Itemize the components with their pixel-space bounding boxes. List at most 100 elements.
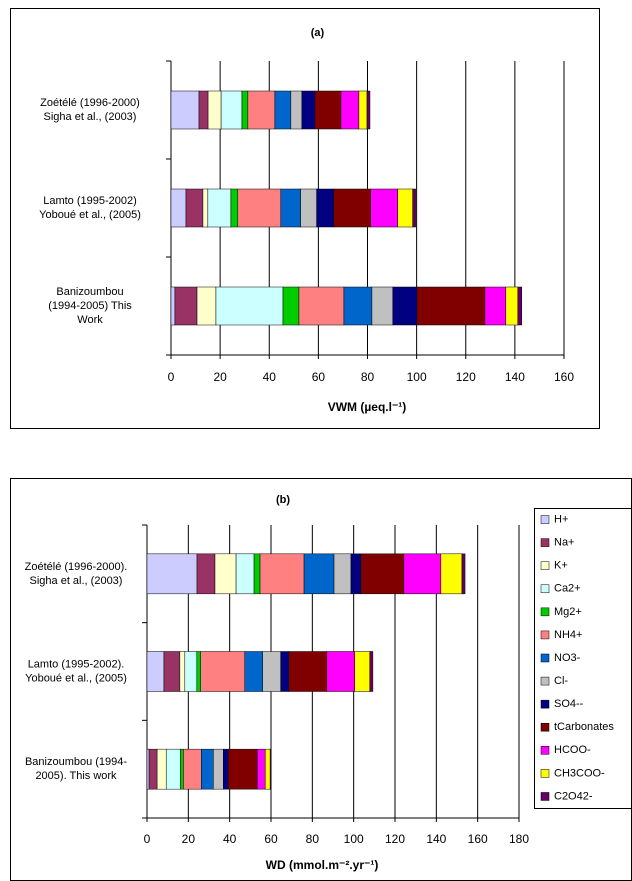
bar-segment — [184, 651, 198, 692]
x-tick-label: 60 — [312, 370, 326, 384]
bar-segment — [461, 553, 466, 595]
legend-label: Cl- — [554, 675, 568, 687]
bar-segment — [403, 553, 442, 595]
bar-segment — [303, 553, 335, 595]
bar-segment — [354, 651, 371, 692]
legend-swatch — [540, 515, 550, 524]
bar-segment — [264, 748, 271, 790]
bar-segment — [269, 748, 272, 790]
bar-segment — [202, 188, 209, 228]
x-tick-label: 180 — [509, 832, 529, 846]
bar-segment — [223, 748, 229, 790]
x-axis-label: VWM (µeq.l⁻¹) — [328, 400, 407, 414]
category-label: Banizoumbou (1994-2005). This work — [25, 756, 127, 782]
bar-segment — [314, 90, 342, 130]
legend-swatch — [540, 792, 550, 801]
x-tick-label: 120 — [456, 370, 476, 384]
legend-label: Mg2+ — [554, 606, 582, 618]
bar-segment — [200, 651, 246, 692]
bar-segment — [350, 553, 362, 595]
bar-segment — [244, 651, 263, 692]
category-label: Zoétélé (1996-2000). Sigha et al., (2003) — [25, 561, 128, 587]
legend-label: NH4+ — [554, 629, 582, 641]
bar-segment — [165, 748, 181, 790]
bar-segment — [326, 651, 355, 692]
bar-segment — [280, 651, 290, 692]
bar-segment — [201, 748, 214, 790]
x-tick-label: 100 — [344, 832, 364, 846]
bar-segment — [440, 553, 463, 595]
bar-segment — [416, 286, 486, 326]
legend-swatch — [540, 653, 550, 663]
legend-label: Ca2+ — [554, 583, 581, 595]
bar-segment — [146, 748, 150, 790]
legend-label: HCOO- — [554, 744, 591, 756]
x-tick-label: 140 — [426, 832, 446, 846]
bar-segment — [262, 651, 281, 692]
legend-swatch — [540, 561, 550, 570]
category-label: Lamto (1995-2002) Yoboué et al., (2005) — [39, 195, 141, 221]
bar-segment — [170, 286, 176, 326]
x-tick-label: 120 — [385, 832, 405, 846]
bar-segment — [280, 188, 301, 228]
bar-segment — [241, 90, 249, 130]
bar-segment — [298, 286, 345, 326]
x-tick-label: 0 — [144, 832, 151, 846]
bar-segment — [256, 748, 266, 790]
legend-swatch — [540, 699, 550, 709]
bar-segment — [366, 90, 371, 130]
bar-segment — [397, 188, 413, 228]
bar-segment — [370, 188, 398, 228]
x-tick-label: 20 — [182, 832, 196, 846]
bar-segment — [179, 651, 186, 692]
bar-segment — [333, 553, 352, 595]
bar-segment — [174, 286, 198, 326]
legend-swatch — [540, 722, 550, 732]
chart-title: (a) — [311, 27, 325, 39]
bar-segment — [163, 651, 181, 692]
bar-segment — [369, 651, 374, 692]
bar-segment — [207, 188, 232, 228]
bar-segment — [290, 90, 303, 130]
bar-segment — [412, 188, 416, 228]
bar-segment — [207, 90, 222, 130]
bar-segment — [247, 90, 276, 130]
legend-swatch — [540, 630, 550, 640]
legend-label: H+ — [554, 513, 568, 525]
bar-segment — [300, 188, 317, 228]
legend-swatch — [540, 607, 550, 617]
category-label: Zoétélé (1996-2000) Sigha et al., (2003) — [40, 97, 140, 123]
bar-segment — [196, 651, 201, 692]
bar-segment — [274, 90, 292, 130]
bar-segment — [146, 651, 165, 692]
x-axis-label: WD (mmol.m⁻².yr⁻¹) — [266, 858, 379, 872]
bar-segment — [253, 553, 261, 595]
bar-segment — [235, 553, 255, 595]
legend-label: SO4-- — [554, 698, 584, 710]
bar-segment — [196, 553, 216, 595]
bar-segment — [213, 748, 224, 790]
legend-swatch — [540, 676, 550, 686]
bar-segment — [180, 748, 184, 790]
bar-segment — [484, 286, 507, 326]
bar-segment — [288, 651, 328, 692]
chart-title: (b) — [276, 494, 290, 506]
bar-segment — [215, 286, 284, 326]
bar-segment — [170, 90, 200, 130]
bar-segment — [392, 286, 418, 326]
bar-segment — [340, 90, 360, 130]
bar-segment — [230, 188, 239, 228]
bar-segment — [371, 286, 394, 326]
bar-segment — [220, 90, 243, 130]
legend-label: CH3COO- — [554, 767, 605, 779]
category-label: Lamto (1995-2002). Yoboué et al., (2005) — [25, 658, 127, 684]
legend-swatch — [540, 746, 550, 755]
x-tick-label: 80 — [306, 832, 320, 846]
bar-segment — [316, 188, 334, 228]
bar-segment — [146, 553, 198, 595]
bar-segment — [170, 188, 187, 228]
bar-segment — [259, 553, 305, 595]
bar-segment — [198, 90, 209, 130]
legend-swatch — [540, 769, 550, 778]
legend-box — [534, 508, 632, 809]
